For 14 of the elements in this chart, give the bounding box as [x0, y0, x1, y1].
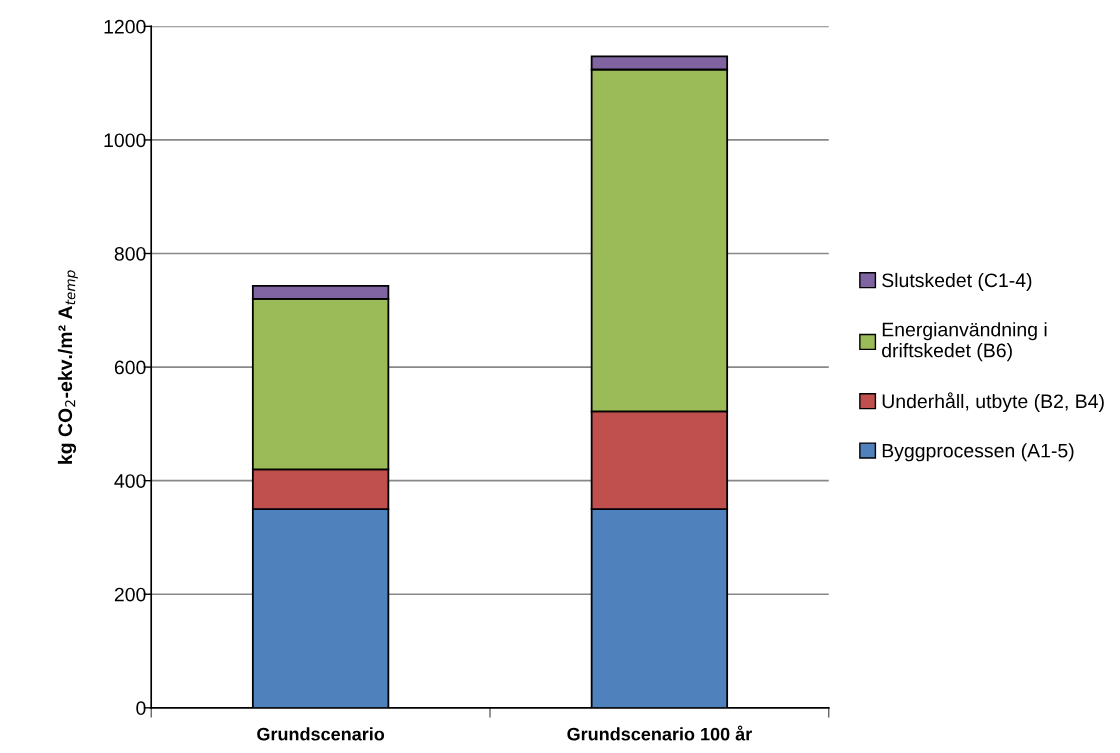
- x-tick-label: Grundscenario 100 år: [567, 725, 752, 741]
- legend-label: Slutskedet (C1-4): [882, 272, 1032, 292]
- y-tick-label: 1200: [104, 19, 146, 34]
- y-axis-title: kg CO$_{2}$-ekv./m² A$_{temp}$: [57, 270, 78, 464]
- y-tick-label: 400: [114, 474, 146, 488]
- y-tick-label: 0: [136, 701, 146, 716]
- legend-label: Energianvändning i driftskedet (B6): [882, 322, 1047, 362]
- x-tick-label: Grundscenario: [257, 727, 385, 741]
- y-tick-label: 200: [114, 587, 146, 602]
- y-tick-label: 800: [114, 246, 146, 261]
- legend-label: Underhåll, utbyte (B2, B4): [882, 392, 1104, 413]
- legend-label: Byggprocessen (A1-5): [882, 443, 1074, 462]
- y-tick-label: 1000: [104, 133, 146, 148]
- y-tick-label: 600: [114, 360, 146, 375]
